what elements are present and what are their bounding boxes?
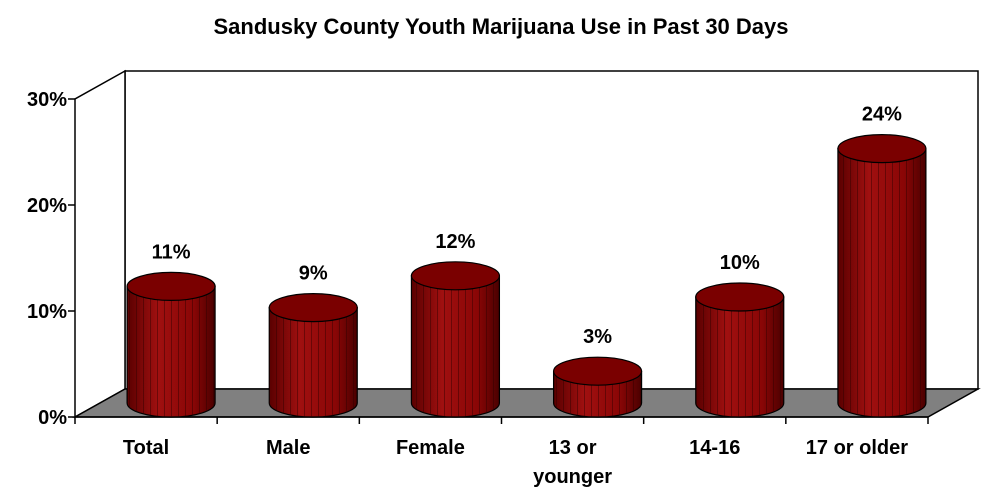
y-tick-label: 0% — [38, 407, 67, 429]
data-label: 9% — [299, 263, 328, 285]
y-tick-label: 30% — [27, 89, 67, 111]
bar-shading — [269, 307, 358, 417]
category-label: Total — [123, 437, 169, 459]
data-label: 12% — [435, 231, 475, 253]
bar-top — [126, 271, 216, 301]
bar — [552, 356, 643, 418]
bar-top — [552, 356, 643, 386]
bar-top — [837, 134, 927, 164]
y-tick-label: 10% — [27, 301, 67, 323]
bar-top — [410, 261, 501, 291]
bar-shading — [127, 286, 216, 417]
chart-title: Sandusky County Youth Marijuana Use in P… — [213, 14, 789, 39]
category-label: younger — [533, 466, 612, 488]
bar — [410, 261, 501, 418]
category-label: 13 or — [549, 437, 597, 459]
bar-shading — [837, 148, 926, 417]
data-label: 11% — [152, 241, 191, 263]
bar — [837, 134, 927, 418]
side-wall — [74, 69, 126, 419]
bars-group — [126, 134, 927, 418]
bar-top — [268, 293, 358, 323]
category-label: Female — [396, 437, 465, 459]
data-label: 10% — [720, 252, 760, 274]
category-label: Male — [266, 437, 310, 459]
labels-group: 11% Total 9% Male 12% Female 3% 13 or younger 10%… — [123, 104, 908, 488]
category-label: 14-16 — [689, 437, 740, 459]
data-label: 24% — [862, 104, 902, 126]
data-label: 3% — [583, 326, 612, 348]
bar-top — [695, 282, 785, 312]
bar-shading — [695, 297, 784, 417]
category-label: 17 or older — [806, 437, 908, 459]
bar — [695, 282, 785, 418]
bar — [126, 271, 216, 418]
bar-shading — [411, 275, 500, 417]
y-tick-label: 20% — [27, 195, 67, 217]
bar — [268, 293, 358, 418]
